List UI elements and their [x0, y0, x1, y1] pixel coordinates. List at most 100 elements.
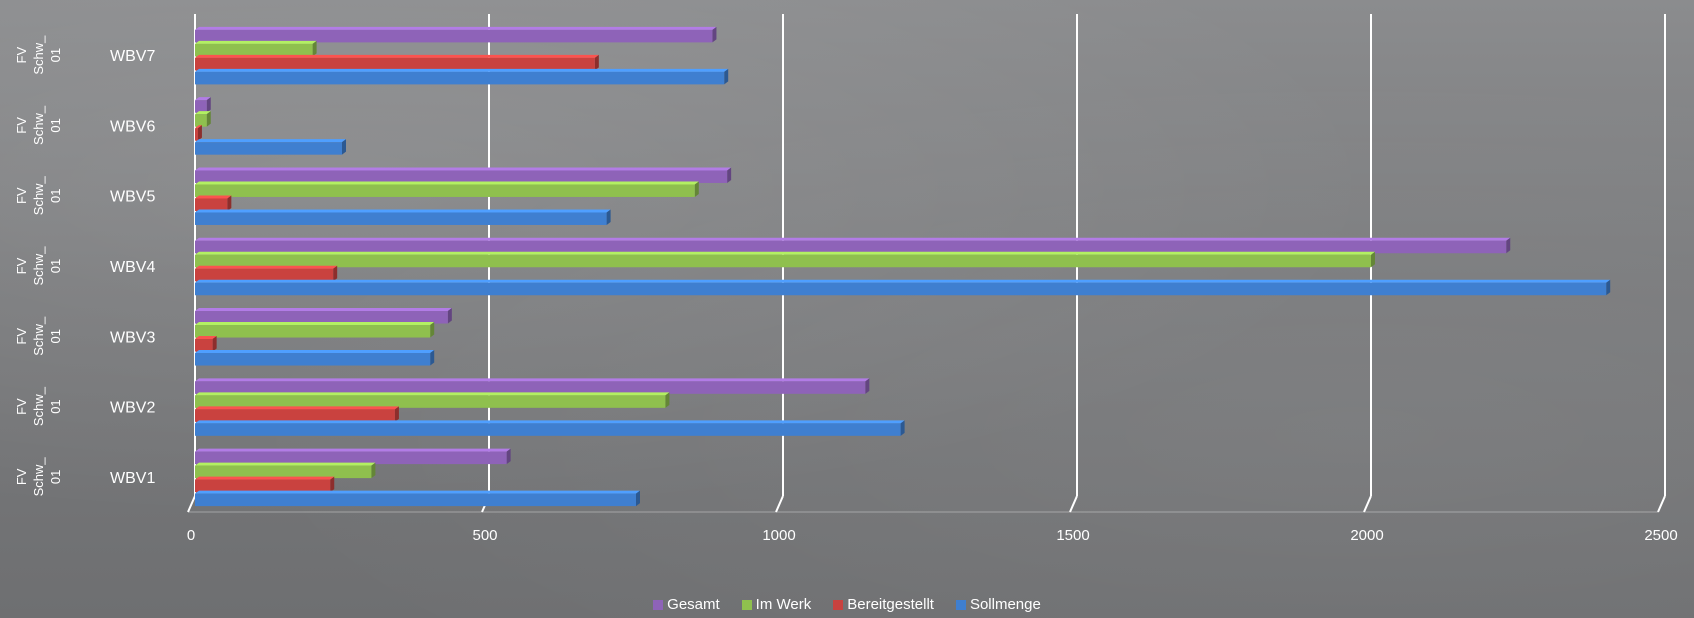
bar-end-face [227, 195, 232, 211]
legend-item: Bereitgestellt [833, 596, 934, 613]
bar-top-face [195, 237, 1511, 241]
bar-top-face [195, 448, 511, 452]
category-label: WBV2 [110, 400, 155, 417]
bar-end-face [333, 265, 338, 282]
bar-end-face [394, 406, 399, 422]
bar-top-face [195, 167, 732, 171]
category-label: WBV7 [110, 48, 155, 65]
bar-top-face [195, 111, 211, 115]
legend-item: Gesamt [653, 596, 720, 613]
bar-sollmenge [195, 71, 725, 85]
bar-im-werk [195, 465, 372, 479]
legend-swatch [955, 599, 966, 610]
bar-im-werk [195, 254, 1371, 268]
bar-bereitgestellt [195, 268, 334, 282]
bar-im-werk [195, 184, 695, 197]
bar-end-face [430, 322, 435, 338]
bar-end-face [342, 139, 346, 155]
bar-end-face [1606, 279, 1611, 296]
bar-top-face [195, 490, 640, 494]
gridline-foot [1657, 495, 1666, 513]
gridline-foot [1363, 495, 1372, 513]
bar-top-face [195, 322, 435, 326]
bar-gesamt [195, 170, 728, 183]
bar-end-face [694, 181, 699, 197]
bar-top-face [195, 279, 1611, 283]
bar-gesamt [195, 100, 207, 113]
bar-bereitgestellt [195, 57, 595, 71]
x-tick-label: 1500 [1056, 527, 1089, 544]
bar-gesamt [195, 451, 507, 465]
bar-sollmenge [195, 353, 431, 366]
legend-item: Sollmenge [955, 596, 1041, 613]
category-label: WBV3 [110, 329, 155, 346]
bar-end-face [727, 167, 732, 183]
bar-end-face [212, 336, 217, 352]
legend-label: Sollmenge [969, 596, 1041, 613]
group-label: FV Schw_ 01 [14, 175, 63, 215]
x-tick-label: 0 [187, 527, 195, 544]
bar-top-face [195, 181, 699, 185]
bar-end-face [665, 392, 670, 408]
bar-end-face [330, 476, 335, 493]
bar-sollmenge [195, 423, 901, 436]
bar-end-face [447, 308, 452, 324]
group-label: FV Schw_ 01 [14, 246, 63, 286]
bar-top-face [195, 378, 870, 382]
bar-bereitgestellt [195, 198, 228, 211]
bar-top-face [195, 209, 611, 213]
bar-top-face [195, 40, 317, 44]
bar-top-face [195, 139, 346, 143]
legend-swatch [833, 599, 844, 610]
group-label: FV Schw_ 01 [14, 457, 63, 497]
x-tick-label: 500 [472, 527, 497, 544]
bar-end-face [312, 40, 317, 57]
legend-swatch [741, 599, 752, 610]
legend-swatch [653, 599, 664, 610]
gridline-foot [1069, 495, 1078, 513]
bar-top-face [195, 54, 599, 58]
bar-top-face [195, 420, 905, 424]
bar-im-werk [195, 395, 666, 408]
bar-top-face [195, 308, 452, 312]
bar-sollmenge [195, 493, 636, 507]
legend: Gesamt Im Werk Bereitgestellt Sollmenge [0, 596, 1694, 613]
bar-end-face [506, 448, 511, 465]
bar-end-face [1506, 237, 1511, 254]
bar-top-face [195, 26, 717, 30]
bar-top-face [195, 125, 202, 129]
bar-bereitgestellt [195, 128, 198, 141]
bar-top-face [195, 336, 217, 340]
legend-label: Im Werk [755, 596, 812, 613]
bar-gesamt [195, 311, 448, 324]
bar-end-face [900, 420, 905, 436]
bar-sollmenge [195, 142, 342, 155]
group-label: FV Schw_ 01 [14, 105, 63, 145]
x-tick-label: 2500 [1644, 527, 1677, 544]
bar-sollmenge [195, 212, 607, 225]
bar-top-face [195, 251, 1375, 255]
group-label: FV Schw_ 01 [14, 316, 63, 356]
legend-label: Bereitgestellt [847, 596, 934, 613]
bar-end-face [430, 350, 435, 366]
bar-end-face [197, 125, 202, 141]
gridline-foot [187, 495, 196, 513]
gridline-foot [775, 495, 784, 513]
bar-end-face [371, 462, 376, 479]
bar-end-face [712, 26, 717, 43]
bar-end-face [1371, 251, 1375, 268]
bar-top-face [195, 462, 376, 466]
bar-im-werk [195, 325, 431, 338]
category-label: WBV5 [110, 189, 155, 206]
bar-top-face [195, 195, 232, 199]
bar-end-face [606, 209, 611, 225]
category-label: WBV4 [110, 259, 155, 276]
bar-end-face [206, 97, 211, 113]
bar-top-face [195, 97, 211, 101]
bar-end-face [206, 111, 211, 127]
bar-im-werk [195, 114, 207, 127]
x-tick-label: 1000 [762, 527, 795, 544]
group-label: FV Schw_ 01 [14, 35, 63, 75]
